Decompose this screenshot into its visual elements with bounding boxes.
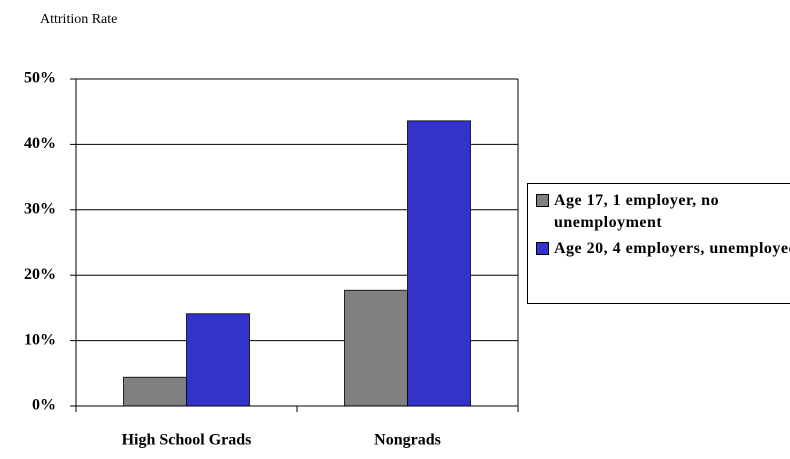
- y-tick-label: 40%: [24, 135, 56, 152]
- y-tick-label: 20%: [24, 266, 56, 283]
- legend-item: Age 20, 4 employers, unemployed: [536, 238, 790, 260]
- y-tick-label: 0%: [32, 397, 56, 414]
- legend-item: Age 17, 1 employer, no unemployment: [536, 190, 790, 234]
- x-tick-label: Nongrads: [374, 432, 441, 449]
- y-tick-label: 30%: [24, 200, 56, 217]
- bar: [186, 313, 250, 407]
- y-tick-label: 50%: [24, 70, 56, 87]
- legend-label: Age 20, 4 employers, unemployed: [554, 240, 790, 257]
- bar: [407, 120, 471, 407]
- bar: [344, 289, 408, 407]
- x-tick-label: High School Grads: [122, 432, 252, 449]
- bar: [123, 376, 187, 407]
- chart-title: Attrition Rate: [40, 12, 117, 27]
- y-tick-label: 10%: [24, 331, 56, 348]
- legend: Age 17, 1 employer, no unemployment Age 2…: [527, 183, 790, 304]
- legend-swatch: [536, 194, 549, 207]
- legend-swatch: [536, 242, 549, 255]
- legend-label: Age 17, 1 employer, no unemployment: [554, 192, 720, 231]
